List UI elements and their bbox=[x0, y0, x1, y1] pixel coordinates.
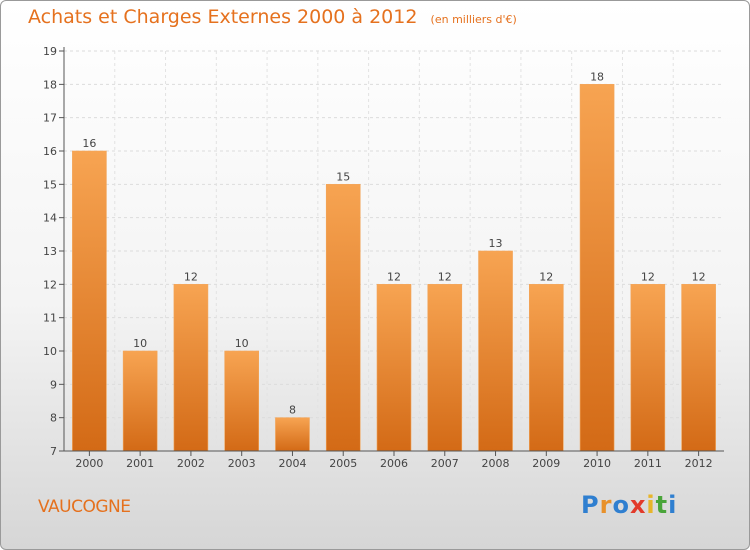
y-tick-label: 14 bbox=[43, 212, 57, 225]
bar-value-label: 15 bbox=[336, 170, 350, 183]
y-tick-label: 9 bbox=[50, 378, 57, 391]
chart-unit-text: (en milliers d'€) bbox=[430, 13, 517, 26]
bar-value-label: 8 bbox=[289, 404, 296, 417]
logo-letter: i bbox=[646, 491, 656, 519]
y-tick-label: 17 bbox=[43, 112, 57, 125]
x-tick-label: 2000 bbox=[75, 457, 103, 470]
bar bbox=[122, 350, 158, 452]
y-tick-label: 16 bbox=[43, 145, 57, 158]
bar-value-label: 16 bbox=[82, 137, 96, 150]
y-tick-label: 15 bbox=[43, 178, 57, 191]
y-tick-label: 18 bbox=[43, 78, 57, 91]
x-tick-label: 2002 bbox=[177, 457, 205, 470]
bar-value-label: 12 bbox=[692, 270, 706, 283]
x-tick-label: 2007 bbox=[431, 457, 459, 470]
bar bbox=[224, 350, 259, 452]
proxiti-logo[interactable]: Proxiti bbox=[581, 491, 677, 519]
bar bbox=[681, 284, 716, 452]
bar-value-label: 12 bbox=[539, 270, 553, 283]
y-tick-label: 7 bbox=[50, 445, 57, 458]
labels: 7 8 9 10 11 12 13 14 15 16 17 18 19 16 2000 10 2001 12 200… bbox=[43, 45, 713, 470]
chart-title-text: Achats et Charges Externes 2000 à 2012 bbox=[28, 6, 418, 28]
logo-letter: o bbox=[612, 491, 630, 519]
bar-value-label: 12 bbox=[184, 270, 198, 283]
bar bbox=[529, 284, 564, 452]
x-tick-label: 2001 bbox=[126, 457, 154, 470]
chart-title: Achats et Charges Externes 2000 à 2012 (… bbox=[28, 6, 517, 28]
commune-name: VAUCOGNE bbox=[38, 497, 131, 517]
axes bbox=[59, 47, 724, 456]
y-tick-label: 10 bbox=[43, 345, 57, 358]
logo-letter: x bbox=[629, 491, 647, 519]
y-tick-label: 8 bbox=[50, 412, 57, 425]
x-tick-label: 2005 bbox=[329, 457, 357, 470]
x-tick-label: 2010 bbox=[583, 457, 611, 470]
x-tick-label: 2009 bbox=[532, 457, 560, 470]
x-tick-label: 2012 bbox=[685, 457, 713, 470]
bar-value-label: 12 bbox=[387, 270, 401, 283]
bar-value-label: 18 bbox=[590, 70, 604, 83]
logo-letter: r bbox=[599, 491, 613, 519]
logo-letter: t bbox=[655, 491, 669, 519]
x-tick-label: 2011 bbox=[634, 457, 662, 470]
bar-value-label: 13 bbox=[489, 237, 503, 250]
bar bbox=[630, 284, 666, 452]
bar bbox=[376, 284, 412, 452]
bar-value-label: 10 bbox=[133, 337, 147, 350]
bar bbox=[173, 284, 209, 452]
bar-value-label: 10 bbox=[235, 337, 249, 350]
logo-letter: i bbox=[668, 491, 678, 519]
x-tick-label: 2006 bbox=[380, 457, 408, 470]
bar bbox=[72, 150, 107, 452]
bar-value-label: 12 bbox=[641, 270, 655, 283]
y-tick-label: 13 bbox=[43, 245, 57, 258]
x-tick-label: 2008 bbox=[482, 457, 510, 470]
bars bbox=[72, 84, 716, 452]
y-tick-label: 11 bbox=[43, 312, 57, 325]
bar bbox=[478, 250, 513, 452]
y-tick-label: 12 bbox=[43, 278, 57, 291]
y-tick-label: 19 bbox=[43, 45, 57, 58]
bar-value-label: 12 bbox=[438, 270, 452, 283]
bar bbox=[427, 284, 463, 452]
bar bbox=[325, 184, 361, 452]
x-tick-label: 2004 bbox=[278, 457, 306, 470]
bar bbox=[275, 417, 310, 452]
bar bbox=[579, 84, 615, 452]
x-tick-label: 2003 bbox=[228, 457, 256, 470]
logo-letter: P bbox=[581, 491, 600, 519]
